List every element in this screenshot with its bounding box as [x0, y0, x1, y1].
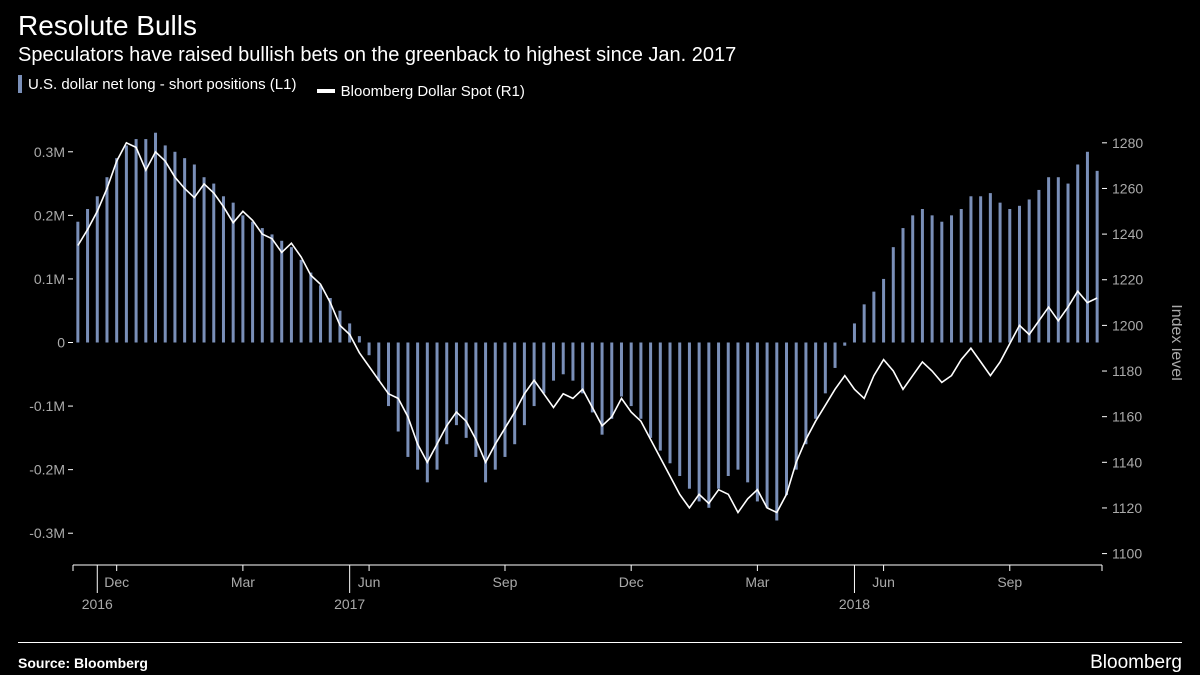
svg-text:Dec: Dec [104, 574, 129, 590]
svg-text:1180: 1180 [1112, 363, 1142, 379]
chart-legend: U.S. dollar net long - short positions (… [0, 67, 1200, 100]
svg-text:0.2M: 0.2M [34, 207, 65, 223]
legend-label-bars: U.S. dollar net long - short positions (… [28, 76, 296, 93]
brand-logo: Bloomberg [1090, 652, 1182, 674]
chart-title: Resolute Bulls [0, 0, 1200, 42]
chart-subtitle: Speculators have raised bullish bets on … [0, 42, 1200, 67]
svg-text:0.1M: 0.1M [34, 271, 65, 287]
svg-text:Jun: Jun [358, 574, 381, 590]
svg-text:-0.1M: -0.1M [29, 398, 65, 414]
svg-text:0.3M: 0.3M [34, 144, 65, 160]
legend-swatch-line [317, 89, 335, 93]
svg-text:1280: 1280 [1112, 135, 1143, 151]
svg-text:-0.3M: -0.3M [29, 525, 65, 541]
svg-text:2016: 2016 [82, 596, 113, 612]
svg-text:2018: 2018 [839, 596, 870, 612]
svg-text:-0.2M: -0.2M [29, 462, 65, 478]
svg-text:1160: 1160 [1112, 409, 1142, 425]
svg-text:1140: 1140 [1112, 454, 1142, 470]
chart-svg: -0.3M -0.2M -0.1M 0 0.1M 0.2M 0.3M 1100 1120 1140… [18, 110, 1182, 620]
chart-area: -0.3M -0.2M -0.1M 0 0.1M 0.2M 0.3M 1100 1120 1140… [18, 110, 1182, 620]
svg-text:1120: 1120 [1112, 500, 1142, 516]
legend-swatch-bars [18, 75, 22, 93]
svg-text:1220: 1220 [1112, 272, 1143, 288]
svg-text:1100: 1100 [1112, 546, 1142, 562]
legend-item-line: Bloomberg Dollar Spot (R1) [317, 83, 525, 100]
source-text: Source: Bloomberg [18, 655, 148, 671]
svg-text:1200: 1200 [1112, 317, 1143, 333]
svg-text:1240: 1240 [1112, 226, 1143, 242]
svg-text:Sep: Sep [997, 574, 1022, 590]
svg-text:Mar: Mar [745, 574, 769, 590]
svg-text:Jun: Jun [872, 574, 895, 590]
svg-text:2017: 2017 [334, 596, 365, 612]
legend-label-line: Bloomberg Dollar Spot (R1) [341, 83, 525, 100]
footer-rule [18, 642, 1182, 643]
svg-text:Sep: Sep [493, 574, 518, 590]
svg-text:Index level: Index level [1168, 304, 1182, 381]
svg-text:Mar: Mar [231, 574, 255, 590]
svg-text:1260: 1260 [1112, 180, 1143, 196]
svg-text:Dec: Dec [619, 574, 644, 590]
svg-text:0: 0 [57, 335, 65, 351]
chart-footer: Source: Bloomberg Bloomberg [0, 645, 1200, 675]
legend-item-bars: U.S. dollar net long - short positions (… [18, 75, 296, 93]
